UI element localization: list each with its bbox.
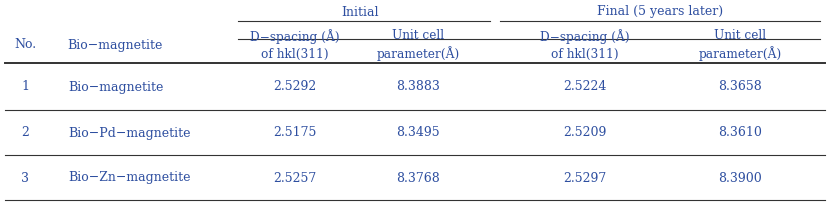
Text: 8.3900: 8.3900 [718, 172, 762, 184]
Text: Unit cell
parameter(Å): Unit cell parameter(Å) [698, 29, 782, 61]
Text: 2.5297: 2.5297 [563, 172, 607, 184]
Text: 2: 2 [21, 126, 29, 140]
Text: Bio−Zn−magnetite: Bio−Zn−magnetite [68, 172, 190, 184]
Text: 1: 1 [21, 80, 29, 94]
Text: 2.5175: 2.5175 [273, 126, 317, 140]
Text: 8.3610: 8.3610 [718, 126, 762, 140]
Text: 2.5224: 2.5224 [563, 80, 607, 94]
Text: 3: 3 [21, 172, 29, 184]
Text: No.: No. [14, 38, 36, 52]
Text: Final (5 years later): Final (5 years later) [597, 6, 723, 18]
Text: 8.3768: 8.3768 [396, 172, 440, 184]
Text: 2.5209: 2.5209 [563, 126, 607, 140]
Text: Unit cell
parameter(Å): Unit cell parameter(Å) [376, 29, 459, 61]
Text: Initial: Initial [341, 6, 379, 18]
Text: 2.5292: 2.5292 [273, 80, 317, 94]
Text: 2.5257: 2.5257 [273, 172, 317, 184]
Text: 8.3658: 8.3658 [718, 80, 762, 94]
Text: D−spacing (Å)
of hkl(311): D−spacing (Å) of hkl(311) [541, 29, 630, 61]
Text: Bio−Pd−magnetite: Bio−Pd−magnetite [68, 126, 190, 140]
Text: 8.3883: 8.3883 [396, 80, 440, 94]
Text: Bio−magnetite: Bio−magnetite [68, 80, 163, 94]
Text: 8.3495: 8.3495 [396, 126, 440, 140]
Text: D−spacing (Å)
of hkl(311): D−spacing (Å) of hkl(311) [251, 29, 340, 61]
Text: Bio−magnetite: Bio−magnetite [67, 38, 163, 52]
